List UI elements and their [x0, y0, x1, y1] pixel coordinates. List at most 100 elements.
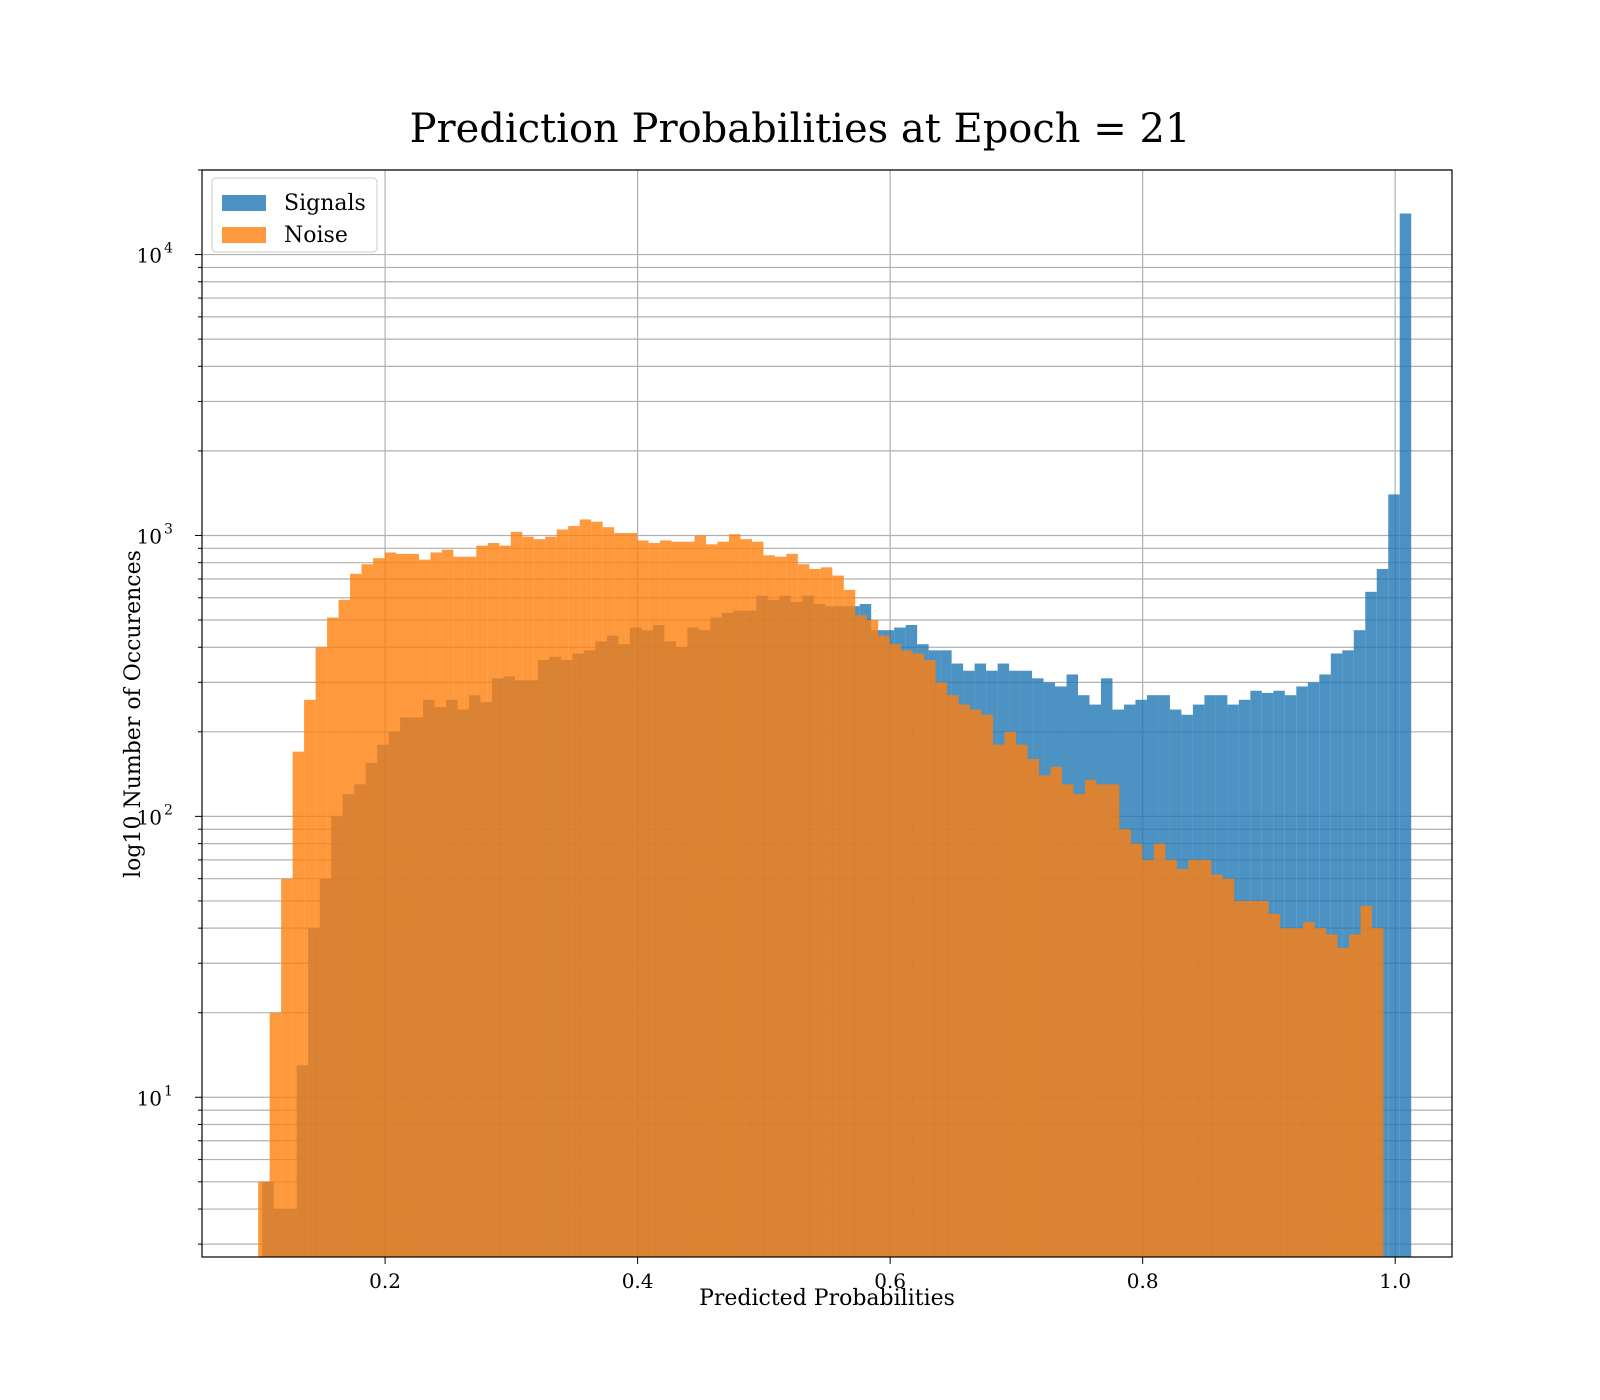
- bar-noise: [292, 751, 305, 1257]
- bar-noise: [614, 533, 626, 1257]
- bar-noise: [1061, 784, 1074, 1257]
- bar-noise: [1004, 731, 1017, 1257]
- bar-noise: [924, 660, 936, 1257]
- x-tick-label: 0.2: [369, 1269, 401, 1293]
- bar-noise: [453, 556, 465, 1257]
- bar-noise: [705, 544, 718, 1257]
- bar-noise: [1245, 900, 1258, 1257]
- bar-noise: [384, 552, 396, 1257]
- bar-noise: [361, 564, 374, 1257]
- y-tick-base: 10: [137, 1086, 162, 1110]
- bar-noise: [660, 540, 672, 1257]
- bar-noise: [327, 617, 339, 1257]
- bar-noise: [315, 647, 328, 1257]
- x-axis-label: Predicted Probabilities: [699, 1286, 955, 1311]
- bar-noise: [591, 521, 603, 1257]
- bar-noise: [1268, 913, 1281, 1257]
- y-tick-label: 10 4: [137, 241, 173, 268]
- bar-noise: [694, 535, 706, 1257]
- bar-noise: [533, 539, 546, 1257]
- bar-noise: [1314, 928, 1327, 1257]
- bar-noise: [671, 541, 684, 1257]
- x-tick-label: 0.6: [874, 1269, 906, 1293]
- bar-noise: [545, 536, 557, 1257]
- x-tick-label: 0.8: [1127, 1269, 1159, 1293]
- bar-noise: [1142, 859, 1154, 1257]
- bar-noise: [809, 568, 821, 1257]
- bar-noise: [1176, 868, 1189, 1257]
- bar-signals: [1388, 494, 1400, 1257]
- x-tick-label: 1.0: [1379, 1269, 1411, 1293]
- bar-noise: [683, 541, 695, 1257]
- bar-noise: [901, 650, 913, 1257]
- legend-swatch-noise: [222, 227, 266, 243]
- bar-noise: [981, 714, 994, 1257]
- bar-noise: [912, 653, 925, 1257]
- bar-noise: [1234, 900, 1246, 1257]
- bar-noise: [258, 1181, 270, 1257]
- bar-noise: [1326, 934, 1338, 1257]
- bar-noise: [1027, 759, 1039, 1257]
- y-axis-label: log10 Number of Occurences: [121, 550, 146, 878]
- y-tick-exponent: 1: [164, 1083, 173, 1099]
- bar-noise: [373, 558, 385, 1257]
- y-tick-label: 10 2: [137, 802, 173, 829]
- y-tick-base: 10: [137, 805, 162, 829]
- bar-noise: [1222, 878, 1235, 1257]
- series-noise-bars: [258, 519, 1384, 1257]
- bar-noise: [418, 559, 431, 1257]
- bar-noise: [304, 699, 316, 1257]
- bar-noise: [1337, 947, 1350, 1257]
- bar-noise: [717, 541, 729, 1257]
- y-tick-base: 10: [137, 244, 162, 268]
- bar-noise: [832, 575, 844, 1257]
- legend-swatch-signals: [222, 195, 266, 211]
- legend-label-noise: Noise: [284, 223, 348, 248]
- bar-noise: [648, 543, 661, 1257]
- bar-noise: [1130, 843, 1143, 1257]
- bar-noise: [774, 556, 787, 1257]
- bar-noise: [1211, 874, 1223, 1257]
- bar-noise: [1119, 829, 1131, 1257]
- bar-noise: [889, 644, 902, 1257]
- bar-noise: [958, 704, 971, 1257]
- bar-noise: [1303, 922, 1315, 1257]
- bar-noise: [556, 529, 569, 1257]
- x-tick-label: 0.4: [622, 1269, 654, 1293]
- bar-noise: [855, 615, 867, 1257]
- bar-noise: [625, 533, 638, 1257]
- chart-title: Prediction Probabilities at Epoch = 21: [410, 106, 1191, 152]
- bar-signals: [1399, 213, 1412, 1257]
- bar-noise: [568, 526, 580, 1257]
- bar-noise: [1038, 775, 1051, 1257]
- bar-noise: [947, 695, 959, 1257]
- legend: Signals Noise: [211, 177, 378, 253]
- bar-noise: [407, 553, 419, 1257]
- y-tick-label: 10 3: [137, 521, 173, 548]
- y-tick-label: 10 1: [137, 1083, 173, 1110]
- bar-noise: [522, 536, 534, 1257]
- bar-noise: [441, 549, 454, 1257]
- bar-noise: [1371, 928, 1384, 1257]
- bar-noise: [269, 1012, 282, 1257]
- bar-noise: [395, 553, 408, 1257]
- bar-noise: [464, 556, 477, 1257]
- bar-noise: [740, 539, 752, 1257]
- bar-noise: [820, 567, 833, 1257]
- bar-noise: [1084, 779, 1097, 1257]
- y-tick-exponent: 4: [164, 241, 173, 257]
- bar-noise: [350, 573, 362, 1257]
- bar-noise: [763, 555, 775, 1257]
- bar-noise: [281, 878, 293, 1257]
- bar-noise: [1291, 928, 1304, 1257]
- bar-noise: [866, 620, 879, 1257]
- bar-noise: [1188, 859, 1200, 1257]
- bar-noise: [993, 744, 1005, 1257]
- bar-noise: [637, 540, 649, 1257]
- legend-label-signals: Signals: [284, 191, 366, 216]
- y-tick-base: 10: [137, 524, 162, 548]
- histogram-bars: [258, 213, 1412, 1257]
- bar-noise: [499, 545, 511, 1257]
- plot-frame: [201, 169, 1453, 1258]
- bar-noise: [970, 709, 982, 1257]
